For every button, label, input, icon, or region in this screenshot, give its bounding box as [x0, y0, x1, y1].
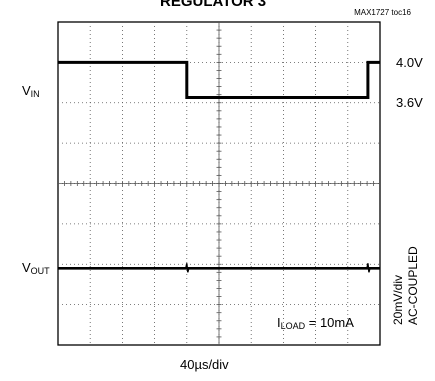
grid — [57, 21, 381, 346]
vout-coupling-label: AC-COUPLED — [406, 246, 420, 325]
x-axis-label: 40µs/div — [180, 357, 229, 372]
vin-trace — [58, 60, 380, 99]
vout-label: VOUT — [22, 260, 50, 276]
chart-title: REGULATOR 3 — [160, 0, 267, 10]
vout-transient — [366, 263, 371, 273]
traces — [58, 60, 380, 273]
vin-label: VIN — [22, 83, 40, 99]
vin-low-level-label: 3.6V — [396, 95, 423, 110]
figure-code: MAX1727 toc16 — [354, 8, 411, 17]
vout-scale-label: 20mV/div — [391, 274, 405, 325]
vout-transient — [185, 263, 190, 273]
load-annotation: ILOAD = 10mA — [277, 315, 354, 331]
vin-high-level-label: 4.0V — [396, 55, 423, 70]
